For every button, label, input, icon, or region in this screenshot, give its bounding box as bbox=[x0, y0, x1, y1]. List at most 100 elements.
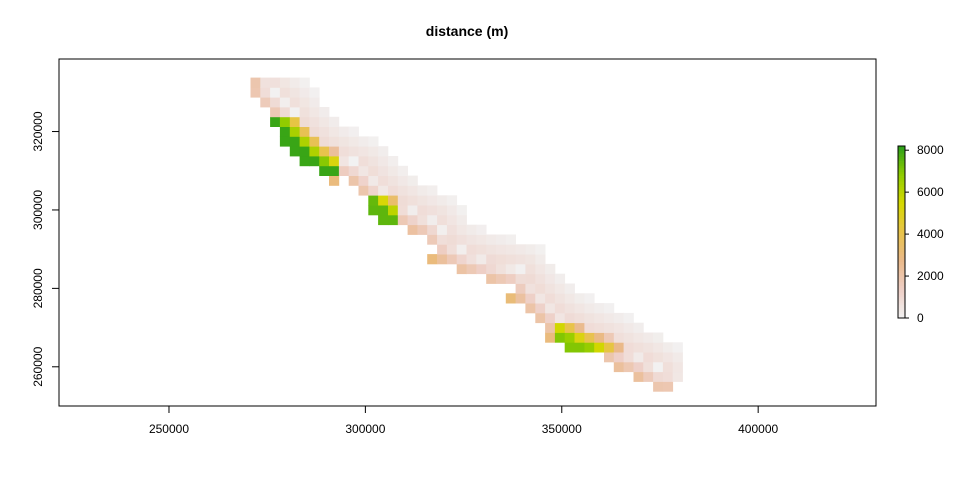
colorbar-segment bbox=[898, 152, 905, 155]
raster-cell bbox=[446, 205, 458, 216]
colorbar-segment bbox=[898, 315, 905, 319]
raster-cell bbox=[643, 371, 654, 382]
raster-cell bbox=[653, 361, 664, 373]
colorbar-segment bbox=[898, 298, 905, 302]
raster-cell bbox=[564, 303, 575, 314]
colorbar-segment bbox=[898, 232, 905, 235]
colorbar-tick-label: 8000 bbox=[917, 143, 944, 157]
raster-cell bbox=[319, 156, 330, 167]
colorbar-segment bbox=[898, 279, 905, 282]
colorbar-segment bbox=[898, 247, 905, 250]
raster-cell bbox=[584, 332, 595, 343]
raster-cell bbox=[505, 234, 516, 245]
raster-cell bbox=[378, 195, 389, 206]
raster-cell bbox=[672, 361, 683, 373]
colorbar-segment bbox=[898, 199, 905, 203]
raster-cell bbox=[289, 116, 300, 127]
x-tick-label: 350000 bbox=[542, 422, 582, 436]
colorbar-segment bbox=[898, 292, 905, 295]
colorbar-segment bbox=[898, 210, 905, 213]
raster-cell bbox=[309, 107, 320, 118]
raster-cell bbox=[368, 146, 379, 157]
raster-cell bbox=[378, 214, 389, 226]
colorbar-segment bbox=[898, 148, 905, 151]
raster-cell bbox=[289, 136, 300, 147]
raster-cell bbox=[604, 342, 615, 353]
raster-cell bbox=[329, 126, 340, 137]
raster-cell bbox=[476, 244, 487, 255]
raster-cell bbox=[446, 234, 458, 245]
raster-cell bbox=[554, 273, 566, 284]
raster-cell bbox=[554, 293, 566, 304]
raster-cell bbox=[417, 214, 428, 226]
raster-cell bbox=[633, 322, 644, 333]
raster-cell bbox=[633, 371, 644, 382]
raster-cell bbox=[289, 146, 300, 157]
raster-cell bbox=[427, 224, 438, 235]
raster-cell bbox=[437, 205, 448, 216]
raster-cell bbox=[564, 342, 575, 353]
colorbar-segment bbox=[898, 268, 905, 271]
y-tick-label: 280000 bbox=[31, 268, 45, 308]
raster-cell bbox=[545, 322, 556, 333]
colorbar-segment bbox=[898, 158, 905, 162]
raster-cell bbox=[515, 244, 526, 255]
raster-cell bbox=[496, 263, 507, 275]
x-tick-label: 250000 bbox=[149, 422, 189, 436]
raster-cell bbox=[623, 361, 634, 373]
raster-cell bbox=[633, 342, 644, 353]
raster-cell bbox=[358, 165, 369, 176]
colorbar-segment bbox=[898, 223, 905, 226]
colorbar-segment bbox=[898, 251, 905, 254]
raster-cell bbox=[633, 352, 644, 363]
raster-cell bbox=[358, 185, 369, 196]
raster-cell bbox=[407, 185, 418, 196]
colorbar-segment bbox=[898, 216, 905, 220]
raster-cell bbox=[505, 293, 516, 304]
raster-cell bbox=[358, 136, 369, 147]
colorbar-segment bbox=[898, 212, 905, 216]
raster-cell bbox=[299, 126, 310, 137]
raster-cell bbox=[250, 77, 261, 88]
raster-cell bbox=[554, 303, 566, 314]
raster-cell bbox=[270, 87, 281, 98]
raster-cell bbox=[594, 342, 605, 353]
raster-cell bbox=[662, 342, 674, 353]
colorbar-segment bbox=[898, 309, 905, 312]
raster-cell bbox=[643, 332, 654, 343]
colorbar-segment bbox=[898, 238, 905, 241]
colorbar-segment bbox=[898, 302, 905, 306]
raster-cell bbox=[476, 263, 487, 275]
raster-cell bbox=[338, 126, 350, 137]
raster-cell bbox=[388, 185, 399, 196]
raster-cell bbox=[407, 224, 418, 235]
colorbar-legend: 0 2000 4000 6000 8000 bbox=[897, 143, 944, 325]
raster-cell bbox=[378, 156, 389, 167]
raster-cell bbox=[338, 136, 350, 147]
raster-cell bbox=[378, 175, 389, 186]
raster-cell bbox=[496, 244, 507, 255]
raster-cell bbox=[397, 165, 408, 176]
raster-cell bbox=[309, 87, 320, 98]
raster-cell bbox=[289, 77, 300, 88]
colorbar-segment bbox=[898, 300, 905, 304]
colorbar-segment bbox=[898, 201, 905, 205]
raster-cell bbox=[368, 195, 379, 206]
raster-cell bbox=[525, 244, 536, 255]
raster-cell bbox=[299, 87, 310, 98]
raster-cell bbox=[672, 342, 683, 353]
raster-cell bbox=[427, 254, 438, 265]
colorbar-segment bbox=[898, 193, 905, 196]
raster-cell bbox=[545, 263, 556, 275]
raster-layer bbox=[250, 77, 683, 392]
raster-cell bbox=[388, 165, 399, 176]
raster-cell bbox=[574, 312, 585, 324]
raster-cell bbox=[299, 156, 310, 167]
colorbar-segment bbox=[898, 307, 905, 310]
raster-cell bbox=[319, 146, 330, 157]
raster-cell bbox=[623, 332, 634, 343]
raster-cell bbox=[564, 293, 575, 304]
raster-cell bbox=[358, 146, 369, 157]
raster-cell bbox=[643, 352, 654, 363]
colorbar-segment bbox=[898, 206, 905, 209]
